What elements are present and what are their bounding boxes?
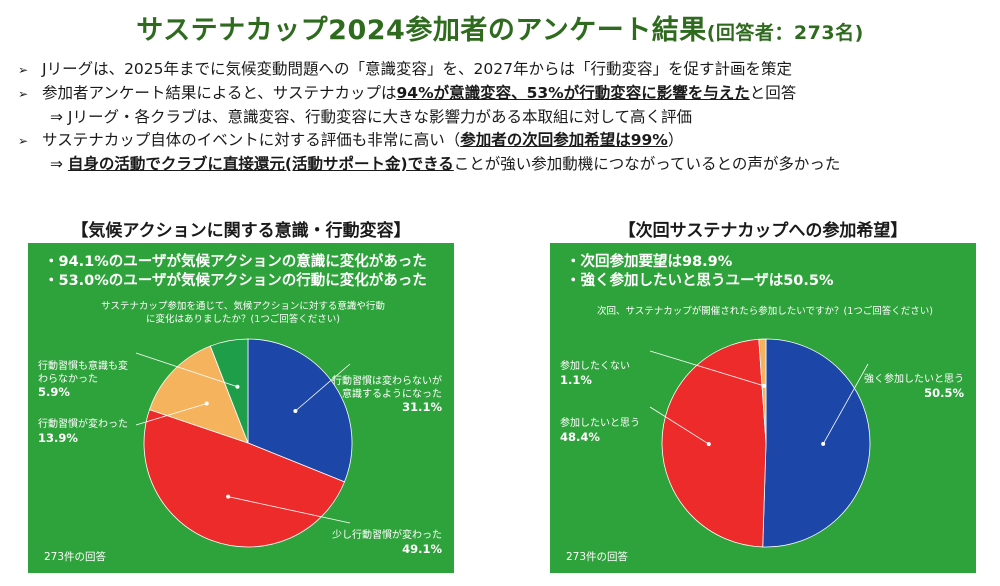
right-pie-slice-0 bbox=[762, 338, 871, 548]
right-section-title: 【次回サステナカップへの参加希望】 bbox=[618, 221, 908, 241]
right-label-2: 参加したくない 1.1% bbox=[560, 361, 630, 386]
right-chart-panel: ・次回参加要望は98.9% ・強く参加したいと思うユーザは50.5% 次回、サス… bbox=[550, 243, 976, 573]
left-label-2-pct: 13.9% bbox=[38, 430, 78, 445]
arrow-bullet-icon: ➢ bbox=[18, 87, 29, 101]
bullet-3: ➢ サステナカップ自体のイベントに対する評価も非常に高い（参加者の次回参加希望は… bbox=[18, 129, 988, 153]
bullet-3-pre: サステナカップ自体のイベントに対する評価も非常に高い（ bbox=[42, 131, 461, 149]
left-pie-leader-3 bbox=[135, 352, 238, 388]
bullet-2-pre: 参加者アンケート結果によると、サステナカップは bbox=[42, 84, 397, 102]
page-title: サステナカップ2024参加者のアンケート結果(回答者：273名) bbox=[0, 8, 1000, 47]
right-headline: ・次回参加要望は98.9% ・強く参加したいと思うユーザは50.5% bbox=[566, 253, 834, 291]
left-label-0-name: 行動習慣は変わらないが意識するようになった bbox=[332, 376, 442, 400]
left-pie-leader-2 bbox=[135, 403, 207, 426]
right-label-0-name: 強く参加したいと思う bbox=[864, 374, 964, 385]
right-footnote: 273件の回答 bbox=[566, 551, 629, 563]
right-pie-chart bbox=[649, 338, 871, 548]
right-pie-leader-dot-1 bbox=[706, 442, 711, 447]
bullet-2-highlight: 94%が意識変容、53%が行動変容に影響を与えた bbox=[396, 84, 750, 102]
right-pie-leader-2 bbox=[649, 350, 765, 387]
bullet-2-sub: ⇒ Jリーグ・各クラブは、意識変容、行動変容に大きな影響力がある本取組に対して高… bbox=[50, 108, 693, 126]
left-pie-slice-3 bbox=[209, 338, 249, 444]
left-pie-leader-dot-2 bbox=[204, 401, 209, 406]
right-label-0: 強く参加したいと思う 50.5% bbox=[864, 374, 964, 399]
right-headline-1: ・次回参加要望は98.9% bbox=[566, 254, 733, 270]
left-pie-chart bbox=[135, 338, 353, 548]
left-footnote: 273件の回答 bbox=[44, 551, 107, 563]
left-headline-2: ・53.0%のユーザが気候アクションの行動に変化があった bbox=[44, 273, 427, 289]
left-section-title: 【気候アクションに関する意識・行動変容】 bbox=[71, 221, 411, 241]
left-label-3: 行動習慣も意識も変わらなかった 5.9% bbox=[38, 361, 130, 399]
right-pie-leader-1 bbox=[649, 406, 710, 445]
left-label-1-name: 少し行動習慣が変わった bbox=[332, 530, 442, 541]
title-sub: (回答者：273名) bbox=[706, 22, 864, 44]
bullet-2: ➢ 参加者アンケート結果によると、サステナカップは94%が意識変容、53%が行動… bbox=[18, 82, 988, 106]
bullet-3-highlight: 参加者の次回参加希望は99% bbox=[460, 131, 668, 149]
left-label-1-pct: 49.1% bbox=[402, 541, 442, 556]
left-pie-slice-0 bbox=[247, 338, 353, 483]
right-question: 次回、サステナカップが開催されたら参加したいですか？(1つご回答ください) bbox=[597, 306, 933, 317]
bullet-1-text: Jリーグは、2025年までに気候変動問題への「意識変容」を、2027年からは「行… bbox=[42, 60, 792, 78]
left-headline: ・94.1%のユーザが気候アクションの意識に変化があった ・53.0%のユーザが… bbox=[44, 253, 427, 291]
left-pie-leader-dot-1 bbox=[226, 494, 231, 499]
left-pie-leader-1 bbox=[228, 496, 351, 524]
left-pie-leader-dot-3 bbox=[235, 384, 240, 389]
left-label-3-pct: 5.9% bbox=[38, 385, 70, 399]
right-headline-2: ・強く参加したいと思うユーザは50.5% bbox=[566, 273, 834, 289]
arrow-bullet-icon: ➢ bbox=[18, 63, 29, 77]
left-label-3-name: 行動習慣も意識も変わらなかった bbox=[38, 361, 128, 385]
left-pie-slice-2 bbox=[148, 345, 249, 444]
left-pie-leader-0 bbox=[295, 363, 351, 412]
right-pie-slice-2 bbox=[758, 338, 767, 444]
left-label-1: 少し行動習慣が変わった 49.1% bbox=[332, 530, 442, 555]
arrow-bullet-icon: ➢ bbox=[18, 134, 29, 148]
right-label-1-pct: 48.4% bbox=[560, 429, 600, 444]
bullet-3-post: ） bbox=[667, 131, 684, 149]
left-pie-leader-dot-0 bbox=[293, 408, 298, 413]
left-label-0-pct: 31.1% bbox=[402, 400, 442, 414]
right-label-1: 参加したいと思う 48.4% bbox=[560, 418, 640, 443]
bullet-1: ➢ Jリーグは、2025年までに気候変動問題への「意識変容」を、2027年からは… bbox=[18, 58, 988, 82]
bullet-3-sub: ⇒ 自身の活動でクラブに直接還元(活動サポート金)できることが強い参加動機につな… bbox=[18, 153, 988, 176]
right-label-0-pct: 50.5% bbox=[924, 385, 964, 400]
left-headline-1: ・94.1%のユーザが気候アクションの意識に変化があった bbox=[44, 254, 427, 270]
bullet-2-post: と回答 bbox=[749, 84, 797, 102]
right-pie-slice-1 bbox=[661, 338, 767, 548]
bullet-3-sub-post: ことが強い参加動機につながっているとの声が多かった bbox=[453, 155, 841, 173]
right-label-2-pct: 1.1% bbox=[560, 372, 592, 387]
left-question: サステナカップ参加を通じて、気候アクションに対する意識や行動に変化はありましたか… bbox=[101, 301, 385, 325]
title-main: サステナカップ2024参加者のアンケート結果 bbox=[136, 15, 707, 46]
right-pie-leader-dot-0 bbox=[821, 441, 826, 446]
bullet-3-sub-arrow: ⇒ bbox=[50, 155, 68, 173]
left-label-2-name: 行動習慣が変わった bbox=[38, 419, 128, 430]
right-label-2-name: 参加したくない bbox=[560, 361, 630, 372]
right-label-1-name: 参加したいと思う bbox=[560, 418, 640, 429]
summary-bullets: ➢ Jリーグは、2025年までに気候変動問題への「意識変容」を、2027年からは… bbox=[18, 58, 988, 176]
right-pie-leader-0 bbox=[822, 363, 869, 445]
left-label-0: 行動習慣は変わらないが意識するようになった 31.1% bbox=[332, 376, 442, 414]
right-pie-leader-dot-2 bbox=[762, 383, 767, 388]
left-label-2: 行動習慣が変わった 13.9% bbox=[38, 419, 128, 444]
left-chart-panel: ・94.1%のユーザが気候アクションの意識に変化があった ・53.0%のユーザが… bbox=[28, 243, 454, 573]
bullet-3-sub-highlight: 自身の活動でクラブに直接還元(活動サポート金)できる bbox=[67, 155, 454, 173]
